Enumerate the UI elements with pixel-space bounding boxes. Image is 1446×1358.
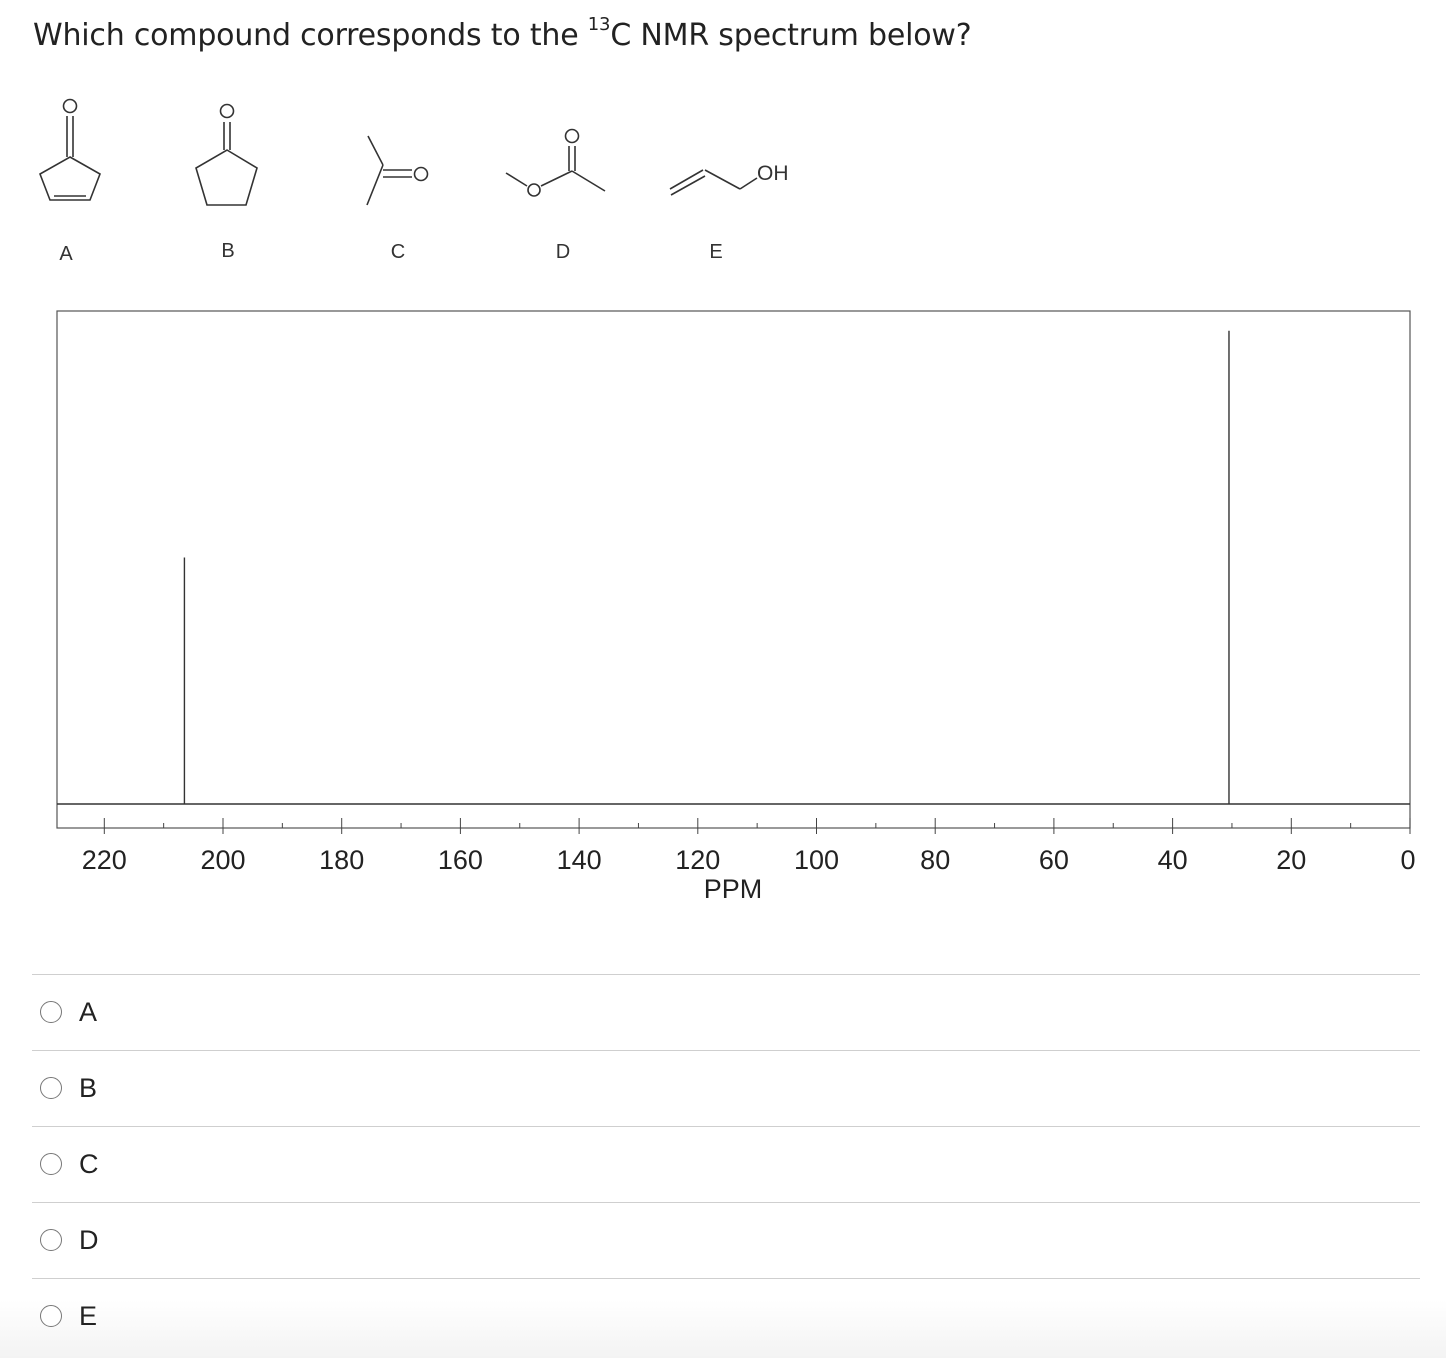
radio-icon[interactable]	[40, 1077, 62, 1099]
divider	[32, 1050, 1420, 1051]
option-label: D	[79, 1224, 99, 1255]
tick-label: 40	[1158, 845, 1188, 875]
tick-label: 0	[1400, 845, 1415, 875]
radio-icon[interactable]	[40, 1153, 62, 1175]
tick-label: 120	[675, 845, 720, 875]
x-axis-label: PPM	[704, 874, 763, 904]
methyl-acetate-structure-icon	[505, 128, 606, 197]
tick-label: 60	[1039, 845, 1069, 875]
plot-frame	[56, 310, 1411, 829]
acetone-structure-icon	[366, 135, 429, 206]
option-label: A	[79, 996, 98, 1027]
tick-label: 220	[82, 845, 127, 875]
tick-label: 80	[920, 845, 950, 875]
tick-label: 200	[200, 845, 245, 875]
tick-label: 140	[557, 845, 602, 875]
option-c[interactable]: C	[40, 1144, 99, 1184]
question-prefix: Which compound corresponds to the	[33, 18, 588, 53]
nmr-spectrum-chart: 220 200 180 160 140 120 100 80 60 40 20 0 PPM	[56, 310, 1416, 904]
bottom-fade	[0, 1300, 1446, 1358]
tick-label: 160	[438, 845, 483, 875]
allyl-alcohol-structure-icon	[669, 169, 758, 196]
divider	[32, 1202, 1420, 1203]
divider	[32, 974, 1420, 975]
structure-label-e: E	[709, 241, 722, 263]
radio-icon[interactable]	[40, 1001, 62, 1023]
option-label: E	[79, 1300, 98, 1331]
option-d[interactable]: D	[40, 1220, 99, 1260]
option-label: B	[79, 1072, 98, 1103]
isotope-superscript: 13	[587, 14, 611, 35]
cyclopentanone-structure-icon	[195, 103, 258, 206]
structure-label-a: A	[59, 243, 73, 265]
divider	[32, 1126, 1420, 1127]
tick-label: 100	[794, 845, 839, 875]
structure-label-c: C	[391, 241, 405, 263]
structures-row: A B C D OH E	[39, 98, 789, 265]
peaks-layer	[183, 330, 1230, 804]
option-e[interactable]: E	[40, 1296, 97, 1336]
tick-label: 20	[1276, 845, 1306, 875]
structure-label-d: D	[556, 241, 570, 263]
option-label: C	[79, 1148, 99, 1179]
question-suffix: C NMR spectrum below?	[610, 18, 972, 53]
radio-icon[interactable]	[40, 1305, 62, 1327]
cyclopentenone-structure-icon	[39, 98, 101, 201]
tick-label: 180	[319, 845, 364, 875]
structure-label-b: B	[221, 240, 234, 262]
divider	[32, 1278, 1420, 1279]
radio-icon[interactable]	[40, 1229, 62, 1251]
hydroxyl-group-label: OH	[757, 162, 789, 185]
question-text: Which compound corresponds to the 13C NM…	[33, 14, 972, 53]
ticks-layer: 220 200 180 160 140 120 100 80 60 40 20 0	[82, 818, 1416, 875]
option-a[interactable]: A	[40, 992, 97, 1032]
option-b[interactable]: B	[40, 1068, 97, 1108]
